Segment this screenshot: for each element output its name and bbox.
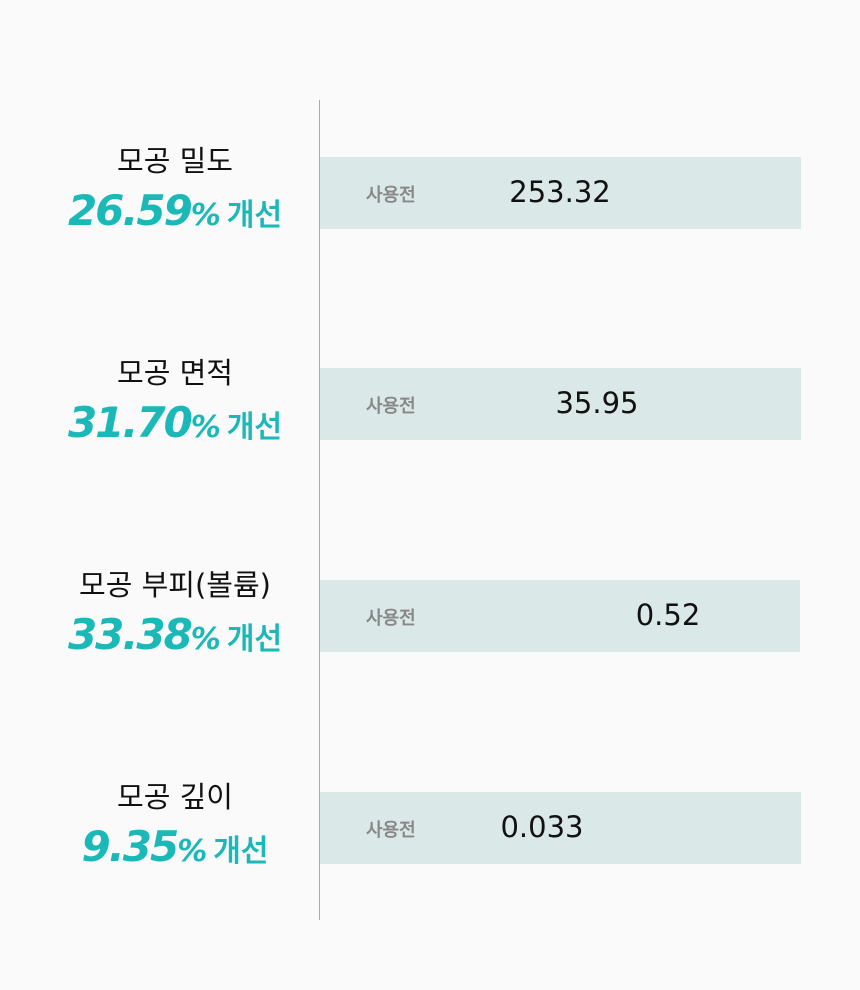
bar-tag-area: 사용전 [366, 396, 416, 417]
bar-volume [320, 580, 800, 652]
bar-tag-depth: 사용전 [366, 820, 416, 841]
improvement-volume: 33.38% 개선 [0, 610, 350, 659]
improvement-unit-depth: % [177, 834, 208, 869]
improvement-suffix-area: 개선 [226, 410, 283, 445]
axis-divider [319, 100, 320, 920]
improvement-depth: 9.35% 개선 [0, 822, 350, 871]
improvement-suffix-volume: 개선 [226, 622, 283, 657]
improvement-value-density: 26.59 [67, 186, 193, 235]
metric-label-area: 모공 면적 [117, 356, 233, 390]
improvement-unit-area: % [190, 410, 221, 445]
metric-label-depth: 모공 깊이 [117, 780, 233, 814]
improvement-value-volume: 33.38 [67, 610, 193, 659]
bar-value-volume: 0.52 [635, 598, 701, 632]
improvement-unit-volume: % [190, 622, 221, 657]
improvement-value-area: 31.70 [67, 398, 193, 447]
improvement-unit-density: % [190, 198, 221, 233]
bar-density [320, 157, 801, 229]
bar-tag-density: 사용전 [366, 185, 416, 206]
bar-value-area: 35.95 [555, 386, 639, 420]
improvement-area: 31.70% 개선 [0, 398, 350, 447]
bar-depth [320, 792, 801, 864]
bar-tag-volume: 사용전 [366, 608, 416, 629]
improvement-value-depth: 9.35 [81, 822, 180, 871]
bar-value-depth: 0.033 [500, 810, 584, 844]
metric-label-volume: 모공 부피(볼륨) [79, 568, 271, 602]
bar-value-density: 253.32 [509, 175, 611, 209]
improvement-suffix-density: 개선 [226, 198, 283, 233]
improvement-suffix-depth: 개선 [213, 834, 269, 869]
bar-area [320, 368, 801, 440]
metric-label-density: 모공 밀도 [117, 144, 233, 178]
improvement-density: 26.59% 개선 [0, 186, 350, 235]
